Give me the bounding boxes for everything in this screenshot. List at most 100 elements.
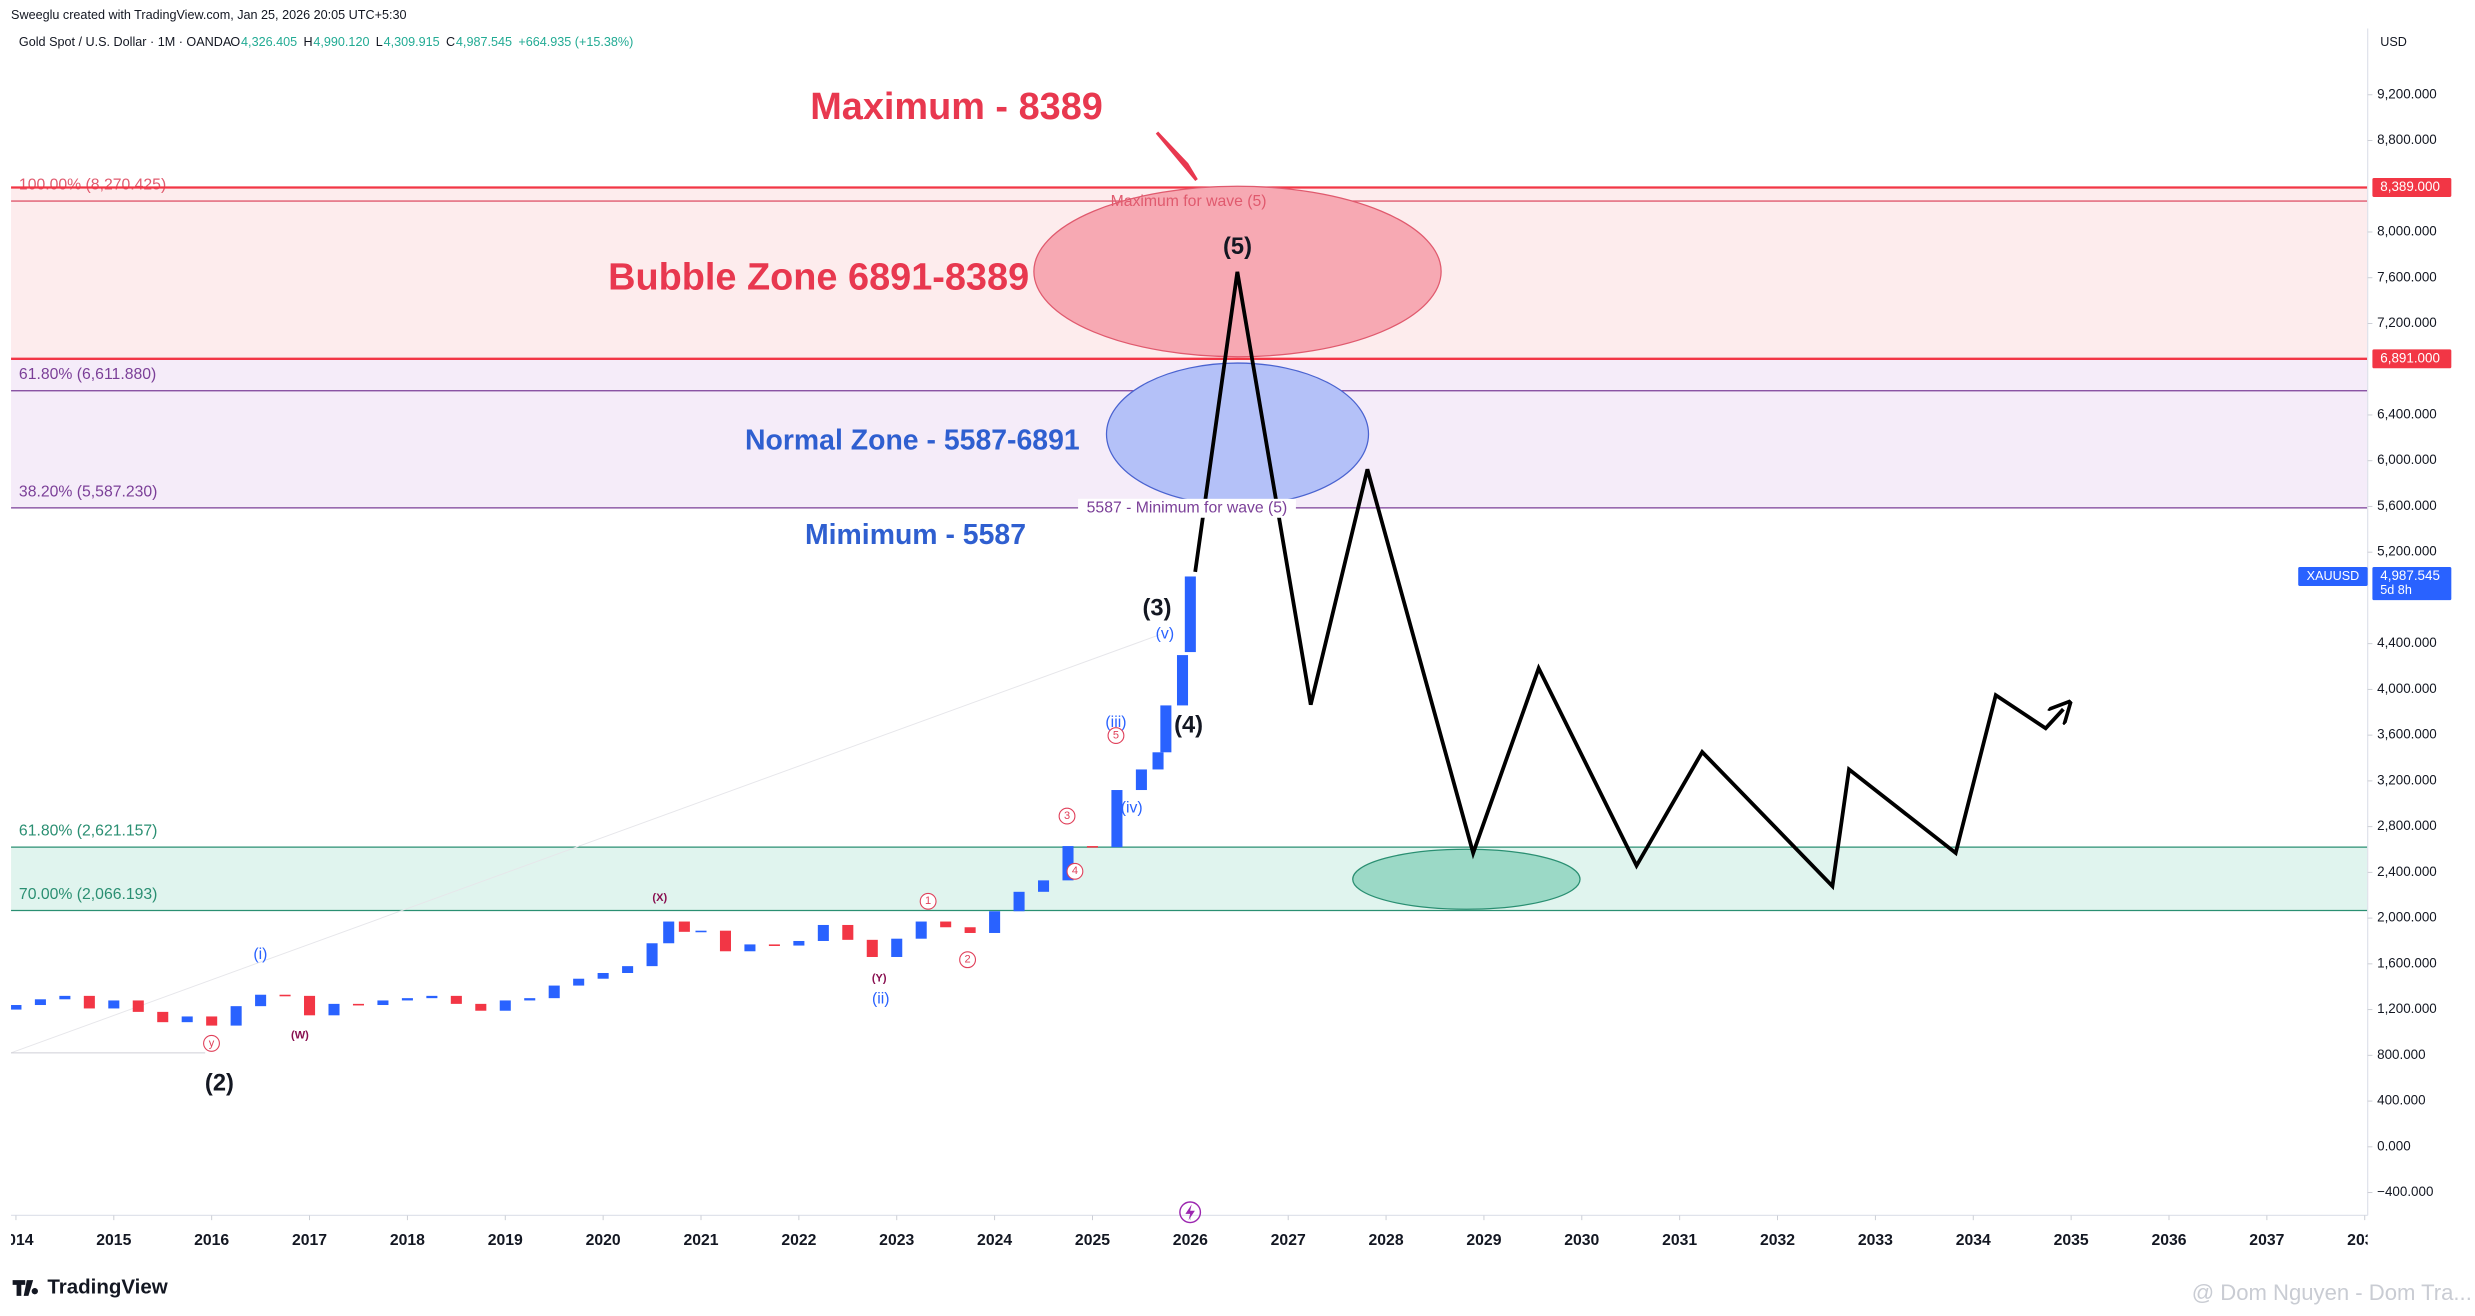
fib-label: 61.80% (2,621.157) [19,822,158,839]
max-wave-note: Maximum for wave (5) [1111,193,1267,210]
ohlc-change: +664.935 (+15.38%) [518,35,633,49]
candle [695,930,707,933]
fib-label: 38.20% (5,587.230) [19,483,158,500]
candle [1184,576,1196,653]
x-tick-label: 2034 [1956,1232,1991,1249]
x-tick-label: 2031 [1662,1232,1697,1249]
candle [989,911,1001,933]
ohlc-legend: O 4,326.405 H 4,990.120 L 4,309.915 C 4,987.545… [230,35,633,49]
y-tick-label: 6,000.000 [2377,452,2437,467]
wave-label: (W) [291,1029,309,1041]
y-tick-label: 4,000.000 [2377,681,2437,696]
header: Sweeglu created with TradingView.com, Ja… [11,8,406,22]
x-tick-label: 2022 [781,1232,816,1249]
candle [132,1000,144,1012]
y-tick-label: −400.000 [2377,1184,2433,1199]
candle [866,939,878,957]
trend-line [10,634,1161,1054]
maximum-note: Maximum - 8389 [810,86,1103,128]
wave-circle [1058,807,1076,825]
normal-ellipse [1105,362,1370,506]
x-tick-label: 2029 [1466,1232,1501,1249]
y-tick-label: 2,000.000 [2377,910,2437,925]
candle [377,1000,389,1006]
candle [915,921,927,939]
candle [1152,752,1164,770]
ohlc-key: C [446,35,455,49]
y-tick-label: 4,400.000 [2377,635,2437,650]
x-tick-label: 2027 [1271,1232,1306,1249]
candle [181,1016,193,1023]
candle [499,1000,511,1011]
y-tick-label: 400.000 [2377,1093,2425,1108]
brand-logo [12,1280,38,1296]
candle [1160,705,1172,753]
price-tag [2372,349,2452,369]
candle [1086,846,1098,848]
ohlc-key: L [376,35,383,49]
candle [817,924,829,941]
wave-circle [203,1034,220,1052]
wave-label: y [209,1037,215,1049]
x-tick-label: 2026 [1173,1232,1208,1249]
ohlc-value: 4,987.545 [456,35,512,49]
y-tick-label: 5,600.000 [2377,498,2437,513]
candle [59,995,71,1000]
event-icon[interactable] [1179,1201,1202,1224]
wave-label: 3 [1064,810,1070,822]
minimum-note: Mimimum - 5587 [805,519,1026,551]
wave-circle [919,892,937,910]
candle [352,1003,364,1006]
candle [793,940,805,946]
y-tick-label: 2,400.000 [2377,864,2437,879]
x-tick-label: 2017 [292,1232,327,1249]
x-tick-label: 2033 [1858,1232,1893,1249]
wave-label: (iii) [1105,714,1126,731]
candle [1176,655,1189,706]
wave-circle [1107,727,1125,745]
y-tick-label: 5,200.000 [2377,544,2437,559]
wave-label: (Y) [872,973,887,985]
candle [768,944,780,946]
fib-label: 70.00% (2,066.193) [19,886,158,903]
candle [279,994,291,997]
candle [401,998,413,1001]
candle [108,1000,120,1009]
symbol: Gold Spot / U.S. Dollar · 1M · OANDA [19,35,232,49]
y-tick-label: 6,400.000 [2377,406,2437,421]
y-tick-label: 1,600.000 [2377,955,2437,970]
y-tick-label: 8,000.000 [2377,224,2437,239]
x-tick-label: 2015 [96,1232,131,1249]
wave-label: (4) [1174,712,1203,738]
projection [1193,271,2063,891]
watermark: @ Dom Nguyen - Dom Tra... [2192,1280,2472,1305]
wave-label: (iv) [1121,799,1143,816]
candle [450,995,462,1004]
price-tag-label: 8,389.000 [2380,179,2440,194]
ohlc-key: H [303,35,312,49]
wave-label: 5 [1113,730,1119,742]
candle [597,972,609,979]
wave-label: (ii) [872,990,890,1007]
price-tag-label: 6,891.000 [2380,350,2440,365]
target-ellipse [1352,848,1581,910]
y-tick-label: 3,600.000 [2377,727,2437,742]
candle [1062,846,1074,881]
last-price-label: 4,987.545 [2380,568,2440,583]
candle [744,944,756,952]
wave-label: 4 [1072,865,1078,877]
y-tick-label: 2,800.000 [2377,818,2437,833]
x-tick-label: 2024 [977,1232,1012,1249]
labels: (2) (3) (4) (5) (i) (ii) (iii) (iv) (v) (X) (W) (Y)… [203,234,1252,1097]
wave-label: (3) [1143,596,1172,622]
y-tick-label: 3,200.000 [2377,772,2437,787]
candle [255,994,267,1007]
x-tick-label: 2032 [1760,1232,1795,1249]
bubble-note: Bubble Zone 6891-8389 [608,256,1029,298]
candle [11,1005,22,1010]
candle [573,978,585,986]
candle [34,999,46,1006]
candle [206,1016,218,1026]
